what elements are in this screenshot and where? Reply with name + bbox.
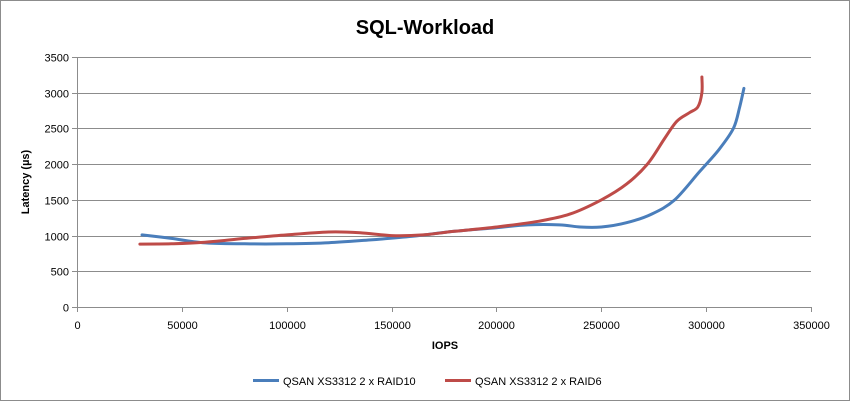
x-axis-label: IOPS [432, 340, 458, 352]
y-tick-label: 3500 [45, 53, 69, 65]
legend-label: QSAN XS3312 2 x RAID6 [475, 376, 602, 388]
y-tick-label: 500 [51, 267, 69, 279]
legend: QSAN XS3312 2 x RAID10 QSAN XS3312 2 x RA… [253, 376, 602, 388]
y-tick-labels: 0 500 1000 1500 2000 2500 3000 3500 [45, 53, 77, 315]
x-tick-label: 0 [74, 320, 80, 332]
chart-title: SQL-Workload [356, 17, 495, 39]
series-lines [138, 75, 746, 246]
series-line-1 [140, 86, 746, 246]
y-tick-label: 2500 [45, 124, 69, 136]
axes [77, 57, 811, 308]
x-tick-labels: 0 50000 100000 150000 200000 250000 300000 3500… [74, 307, 830, 332]
legend-label: QSAN XS3312 2 x RAID10 [283, 376, 416, 388]
y-axis-label: Latency (µs) [20, 149, 32, 214]
x-tick-label: 300000 [688, 320, 725, 332]
series-line-2 [138, 75, 704, 246]
y-tick-label: 0 [63, 303, 69, 315]
x-tick-label: 100000 [269, 320, 306, 332]
x-tick-label: 350000 [793, 320, 830, 332]
x-tick-label: 50000 [167, 320, 198, 332]
y-tick-label: 3000 [45, 89, 69, 101]
y-tick-label: 2000 [45, 160, 69, 172]
grid-lines [77, 57, 811, 272]
x-tick-label: 150000 [374, 320, 411, 332]
x-tick-label: 250000 [583, 320, 620, 332]
y-tick-label: 1000 [45, 232, 69, 244]
y-tick-label: 1500 [45, 196, 69, 208]
x-tick-label: 200000 [478, 320, 515, 332]
